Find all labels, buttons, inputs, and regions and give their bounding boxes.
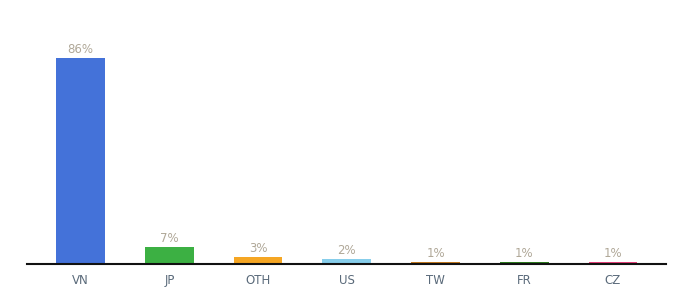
Text: 1%: 1% — [515, 247, 534, 260]
Text: 7%: 7% — [160, 232, 179, 245]
Bar — [56, 58, 105, 264]
Text: 86%: 86% — [67, 43, 94, 56]
Bar — [411, 262, 460, 264]
Text: 1%: 1% — [604, 247, 622, 260]
Bar — [500, 262, 549, 264]
Text: 2%: 2% — [337, 244, 356, 257]
Text: 3%: 3% — [249, 242, 267, 255]
Bar — [234, 257, 282, 264]
Bar — [322, 259, 371, 264]
Text: 1%: 1% — [426, 247, 445, 260]
Bar — [145, 247, 194, 264]
Bar — [589, 262, 637, 264]
